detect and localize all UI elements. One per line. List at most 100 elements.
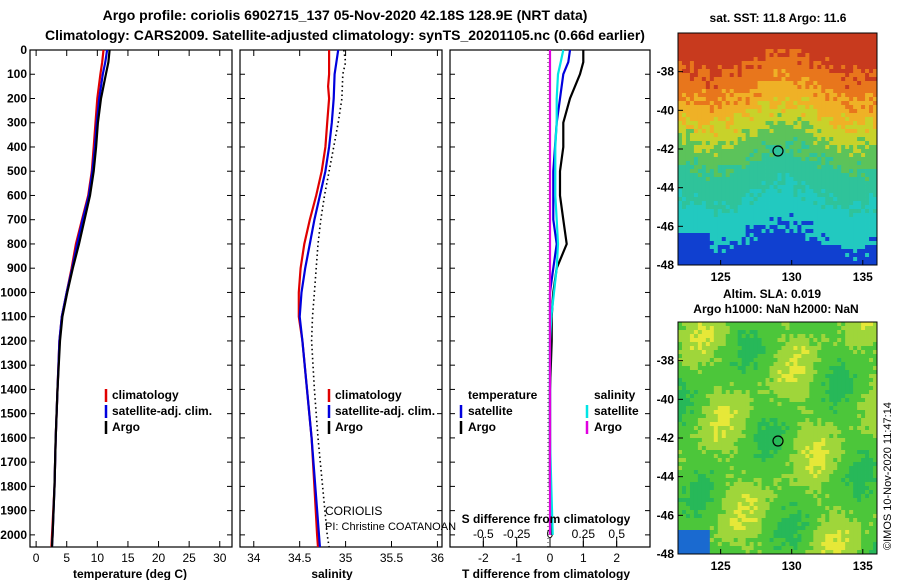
heatmap-cell — [761, 322, 766, 327]
heatmap-cell — [757, 462, 762, 467]
heatmap-cell — [845, 338, 850, 343]
map-x-tick-label: 130 — [782, 270, 802, 284]
heatmap-cell — [765, 85, 770, 90]
temperature-series — [50, 49, 111, 548]
heatmap-cell — [789, 165, 794, 170]
heatmap-cell — [797, 117, 802, 122]
heatmap-cell — [781, 362, 786, 367]
heatmap-cell — [833, 109, 838, 114]
heatmap-cell — [777, 462, 782, 467]
heatmap-cell — [717, 53, 723, 58]
heatmap-cell — [693, 398, 699, 403]
heatmap-cell — [805, 442, 810, 447]
heatmap-cell — [789, 402, 794, 407]
heatmap-cell — [781, 113, 786, 118]
heatmap-cell — [865, 402, 870, 407]
heatmap-cell — [833, 366, 838, 371]
heatmap-cell — [717, 390, 723, 395]
heatmap-cell — [821, 33, 826, 38]
heatmap-cell — [737, 181, 743, 186]
heatmap-cell — [737, 249, 743, 254]
heatmap-cell — [773, 422, 778, 427]
heatmap-cell — [721, 73, 727, 78]
heatmap-cell — [793, 69, 798, 74]
heatmap-cell — [817, 233, 822, 238]
heatmap-cell — [745, 390, 751, 395]
heatmap-cell — [817, 189, 822, 194]
heatmap-cell — [701, 390, 707, 395]
heatmap-cell — [857, 153, 862, 158]
heatmap-cell — [678, 145, 683, 150]
heatmap-cell — [745, 322, 751, 327]
heatmap-cell — [721, 93, 727, 98]
heatmap-cell — [817, 334, 822, 339]
heatmap-cell — [721, 61, 727, 66]
heatmap-cell — [757, 41, 762, 46]
heatmap-cell — [685, 245, 691, 250]
heatmap-cell — [789, 386, 794, 391]
heatmap-cell — [749, 434, 755, 439]
heatmap-cell — [741, 161, 747, 166]
heatmap-cell — [789, 438, 794, 443]
heatmap-cell — [865, 205, 870, 210]
heatmap-cell — [793, 233, 798, 238]
heatmap-cell — [749, 65, 755, 70]
heatmap-cell — [761, 462, 766, 467]
heatmap-cell — [713, 77, 719, 82]
heatmap-cell — [781, 237, 786, 242]
heatmap-cell — [817, 370, 822, 375]
heatmap-cell — [733, 434, 739, 439]
heatmap-cell — [741, 97, 747, 102]
heatmap-cell — [785, 113, 790, 118]
heatmap-cell — [869, 189, 874, 194]
heatmap-cell — [737, 398, 743, 403]
heatmap-cell — [785, 374, 790, 379]
heatmap-cell — [845, 454, 850, 459]
heatmap-cell — [685, 410, 691, 415]
heatmap-cell — [773, 382, 778, 387]
heatmap-cell — [725, 245, 731, 250]
heatmap-cell — [813, 366, 818, 371]
heatmap-cell — [873, 237, 878, 242]
heatmap-cell — [737, 185, 743, 190]
heatmap-cell — [837, 133, 842, 138]
heatmap-cell — [801, 93, 806, 98]
heatmap-cell — [765, 386, 770, 391]
heatmap-cell — [873, 354, 878, 359]
heatmap-cell — [678, 97, 683, 102]
heatmap-cell — [678, 458, 683, 463]
heatmap-cell — [785, 157, 790, 162]
heatmap-cell — [793, 161, 798, 166]
heatmap-cell — [681, 394, 687, 399]
heatmap-cell — [745, 201, 751, 206]
heatmap-cell — [725, 85, 731, 90]
heatmap-cell — [845, 89, 850, 94]
heatmap-cell — [717, 141, 723, 146]
heatmap-cell — [741, 458, 747, 463]
heatmap-cell — [769, 261, 774, 266]
heatmap-cell — [713, 197, 719, 202]
heatmap-cell — [701, 217, 707, 222]
heatmap-cell — [689, 177, 695, 182]
heatmap-cell — [709, 177, 715, 182]
heatmap-cell — [713, 113, 719, 118]
heatmap-cell — [709, 209, 715, 214]
heatmap-cell — [741, 217, 747, 222]
heatmap-cell — [689, 406, 695, 411]
heatmap-cell — [761, 253, 766, 258]
heatmap-cell — [693, 169, 699, 174]
heatmap-cell — [789, 434, 794, 439]
heatmap-cell — [861, 450, 866, 455]
heatmap-cell — [678, 221, 683, 226]
heatmap-cell — [861, 366, 866, 371]
heatmap-cell — [725, 366, 731, 371]
heatmap-cell — [741, 374, 747, 379]
heatmap-cell — [861, 350, 866, 355]
heatmap-cell — [821, 97, 826, 102]
heatmap-cell — [745, 125, 751, 130]
heatmap-cell — [833, 213, 838, 218]
heatmap-cell — [769, 153, 774, 158]
heatmap-cell — [817, 145, 822, 150]
heatmap-cell — [801, 109, 806, 114]
heatmap-cell — [689, 229, 695, 234]
